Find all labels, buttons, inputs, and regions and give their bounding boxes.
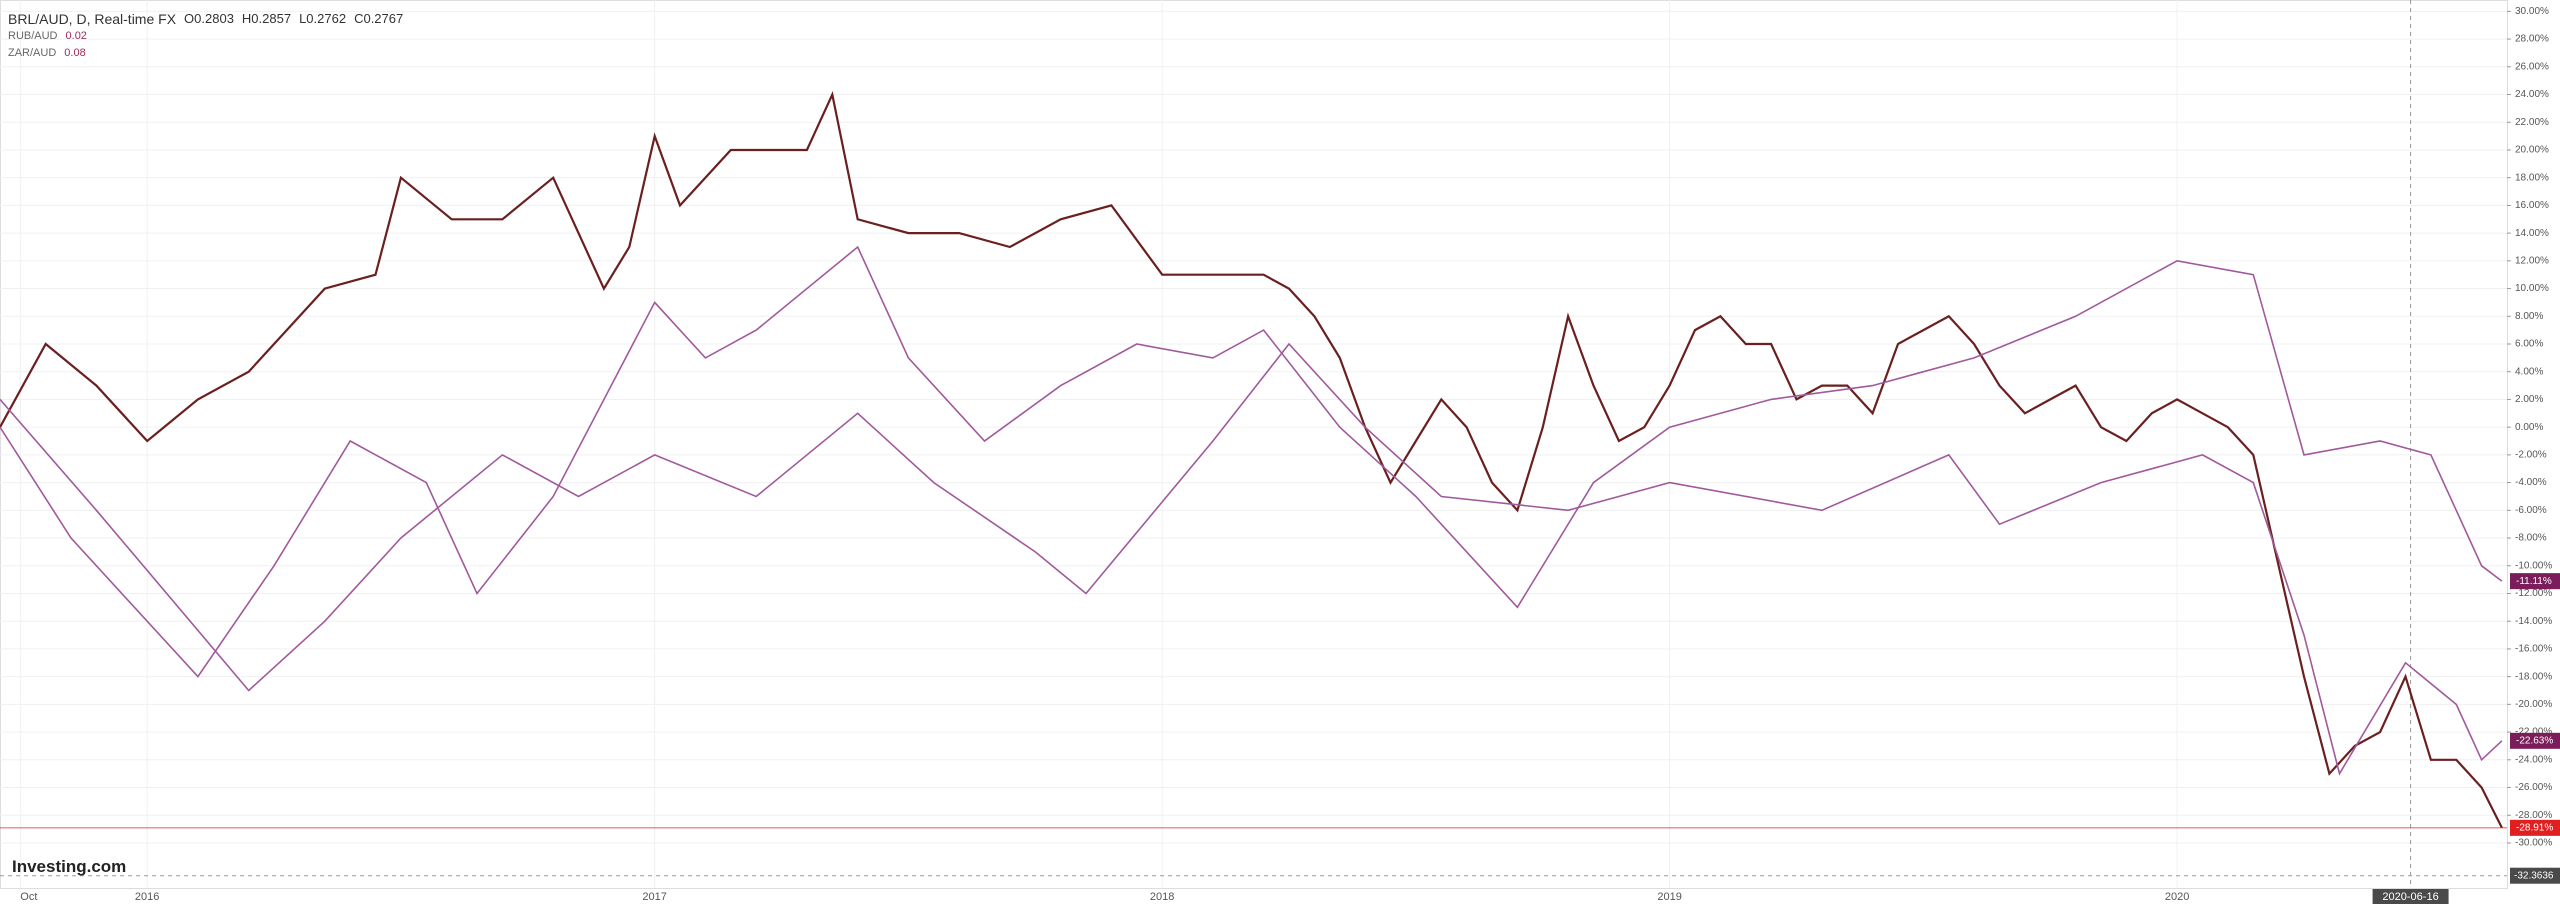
y-tick-label: 16.00% bbox=[2515, 200, 2549, 211]
legend: BRL/AUD, D, Real-time FX O0.2803 H0.2857… bbox=[8, 10, 403, 61]
y-tick-label: -2.00% bbox=[2515, 450, 2547, 461]
y-tick-label: 8.00% bbox=[2515, 311, 2543, 322]
y-tick-label: -20.00% bbox=[2515, 699, 2552, 710]
y-tick-label: -14.00% bbox=[2515, 616, 2552, 627]
legend-entry[interactable]: RUB/AUD bbox=[8, 29, 58, 42]
y-tick-label: 26.00% bbox=[2515, 61, 2549, 72]
y-tick-label: -12.00% bbox=[2515, 588, 2552, 599]
y-tick-label: 12.00% bbox=[2515, 255, 2549, 266]
ohlc: L0.2762 bbox=[299, 11, 347, 26]
x-tick-label: 2016 bbox=[135, 891, 159, 903]
y-tick-label: 10.00% bbox=[2515, 283, 2549, 294]
x-tick-label: 2018 bbox=[1150, 891, 1174, 903]
y-tick-label: 20.00% bbox=[2515, 145, 2549, 156]
series-line bbox=[0, 245, 2503, 678]
plot-border bbox=[0, 0, 2508, 889]
y-tick-label: 4.00% bbox=[2515, 366, 2543, 377]
end-tag bbox=[2510, 573, 2560, 590]
legend-entry[interactable]: ZAR/AUD bbox=[8, 46, 57, 59]
legend-value: 0.02 bbox=[65, 29, 87, 42]
end-label: -28.91% bbox=[2516, 822, 2553, 833]
y-tick-label: 24.00% bbox=[2515, 89, 2549, 100]
ohlc: H0.2857 bbox=[241, 11, 292, 26]
y-tick-label: -30.00% bbox=[2515, 838, 2552, 849]
logo: Investing.com bbox=[12, 857, 127, 876]
end-label: -22.63% bbox=[2516, 735, 2553, 746]
cursor-tag bbox=[2510, 867, 2560, 884]
y-tick-label: -4.00% bbox=[2515, 477, 2547, 488]
x-tick-label: 2019 bbox=[1657, 891, 1681, 903]
end-tag bbox=[2510, 819, 2560, 836]
y-tick-label: 28.00% bbox=[2515, 34, 2549, 45]
y-tick-label: 0.00% bbox=[2515, 422, 2543, 433]
y-tick-label: -10.00% bbox=[2515, 560, 2552, 571]
y-tick-label: 2.00% bbox=[2515, 394, 2543, 405]
chart-title: BRL/AUD, D, Real-time FX bbox=[8, 10, 177, 27]
legend-value: 0.08 bbox=[64, 46, 86, 59]
y-tick-label: -28.00% bbox=[2515, 810, 2552, 821]
y-tick-label: -18.00% bbox=[2515, 671, 2552, 682]
x-tick-label: Oct bbox=[20, 891, 37, 903]
y-tick-label: -22.00% bbox=[2515, 727, 2552, 738]
y-tick-label: 22.00% bbox=[2515, 117, 2549, 128]
y-tick-label: 6.00% bbox=[2515, 339, 2543, 350]
y-tick-label: -8.00% bbox=[2515, 533, 2547, 544]
y-tick-label: 30.00% bbox=[2515, 6, 2549, 17]
ohlc: C0.2767 bbox=[354, 11, 404, 26]
series-line bbox=[0, 342, 2503, 776]
y-tick-label: -16.00% bbox=[2515, 644, 2552, 655]
series-line bbox=[0, 90, 2503, 829]
cursor-label: -32.3636 bbox=[2514, 870, 2554, 881]
cursor-label: 2020-06-16 bbox=[2382, 891, 2438, 903]
cursor-tag bbox=[2372, 889, 2449, 904]
end-tag bbox=[2510, 732, 2560, 749]
y-tick-label: 18.00% bbox=[2515, 172, 2549, 183]
x-tick-label: 2017 bbox=[642, 891, 666, 903]
y-tick-label: 14.00% bbox=[2515, 228, 2549, 239]
y-tick-label: -26.00% bbox=[2515, 782, 2552, 793]
ohlc: O0.2803 bbox=[184, 11, 234, 26]
end-label: -11.11% bbox=[2516, 576, 2552, 587]
x-tick-label: 2020 bbox=[2165, 891, 2189, 903]
y-tick-label: -24.00% bbox=[2515, 754, 2552, 765]
y-tick-label: -6.00% bbox=[2515, 505, 2547, 516]
